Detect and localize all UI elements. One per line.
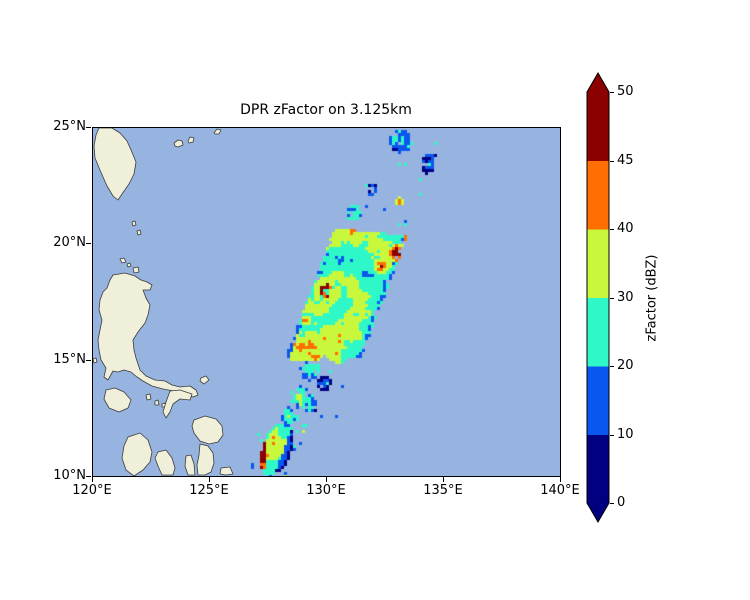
colorbar-extend-over bbox=[587, 73, 609, 92]
colorbar-tick-label: 30 bbox=[617, 289, 634, 305]
colorbar-segment bbox=[587, 229, 609, 298]
colorbar-segment bbox=[587, 297, 609, 367]
y-axis-tick-label: 10°N bbox=[53, 468, 86, 483]
y-axis-tick bbox=[86, 476, 91, 477]
x-axis-tick-label: 125°E bbox=[189, 483, 229, 498]
colorbar-segment bbox=[587, 366, 609, 435]
y-axis-tick bbox=[86, 243, 91, 245]
colorbar-tick-label: 10 bbox=[617, 426, 634, 442]
y-axis-tick-label: 25°N bbox=[53, 119, 86, 134]
colorbar-tick bbox=[610, 434, 614, 436]
x-axis-tick-label: 120°E bbox=[72, 483, 112, 498]
colorbar-segment bbox=[587, 92, 609, 161]
x-axis-tick bbox=[443, 477, 444, 482]
x-axis-tick bbox=[92, 477, 93, 482]
colorbar-tick bbox=[610, 229, 614, 230]
colorbar-tick-label: 20 bbox=[617, 358, 634, 373]
y-axis-tick bbox=[86, 359, 91, 361]
colorbar-extend-under bbox=[587, 503, 609, 522]
colorbar-tick-label: 40 bbox=[617, 221, 634, 236]
x-axis-tick-label: 130°E bbox=[306, 483, 346, 498]
colorbar-segment bbox=[587, 160, 609, 230]
y-axis-tick-label: 20°N bbox=[53, 235, 86, 251]
x-axis-tick bbox=[209, 477, 210, 482]
colorbar-tick bbox=[610, 92, 614, 93]
y-axis-tick-label: 15°N bbox=[53, 351, 86, 367]
colorbar-segment bbox=[587, 434, 609, 504]
colorbar-tick bbox=[610, 503, 614, 504]
colorbar-tick bbox=[610, 366, 614, 367]
colorbar bbox=[586, 72, 610, 523]
colorbar-tick-label: 45 bbox=[617, 152, 634, 168]
colorbar-tick bbox=[610, 160, 614, 162]
x-axis-tick bbox=[326, 477, 327, 482]
swath-canvas bbox=[92, 127, 560, 476]
y-axis-tick bbox=[86, 127, 91, 128]
x-axis-tick bbox=[560, 477, 561, 482]
colorbar-label: zFactor (dBZ) bbox=[644, 254, 660, 342]
colorbar-outline bbox=[586, 72, 610, 523]
x-axis-tick-label: 140°E bbox=[540, 483, 580, 498]
colorbar-tick-label: 0 bbox=[617, 495, 626, 510]
chart-title: DPR zFactor on 3.125km bbox=[240, 102, 412, 118]
colorbar-tick-label: 50 bbox=[617, 84, 634, 99]
map-plot bbox=[92, 127, 560, 476]
colorbar-tick bbox=[610, 297, 614, 299]
x-axis-tick-label: 135°E bbox=[423, 483, 463, 498]
